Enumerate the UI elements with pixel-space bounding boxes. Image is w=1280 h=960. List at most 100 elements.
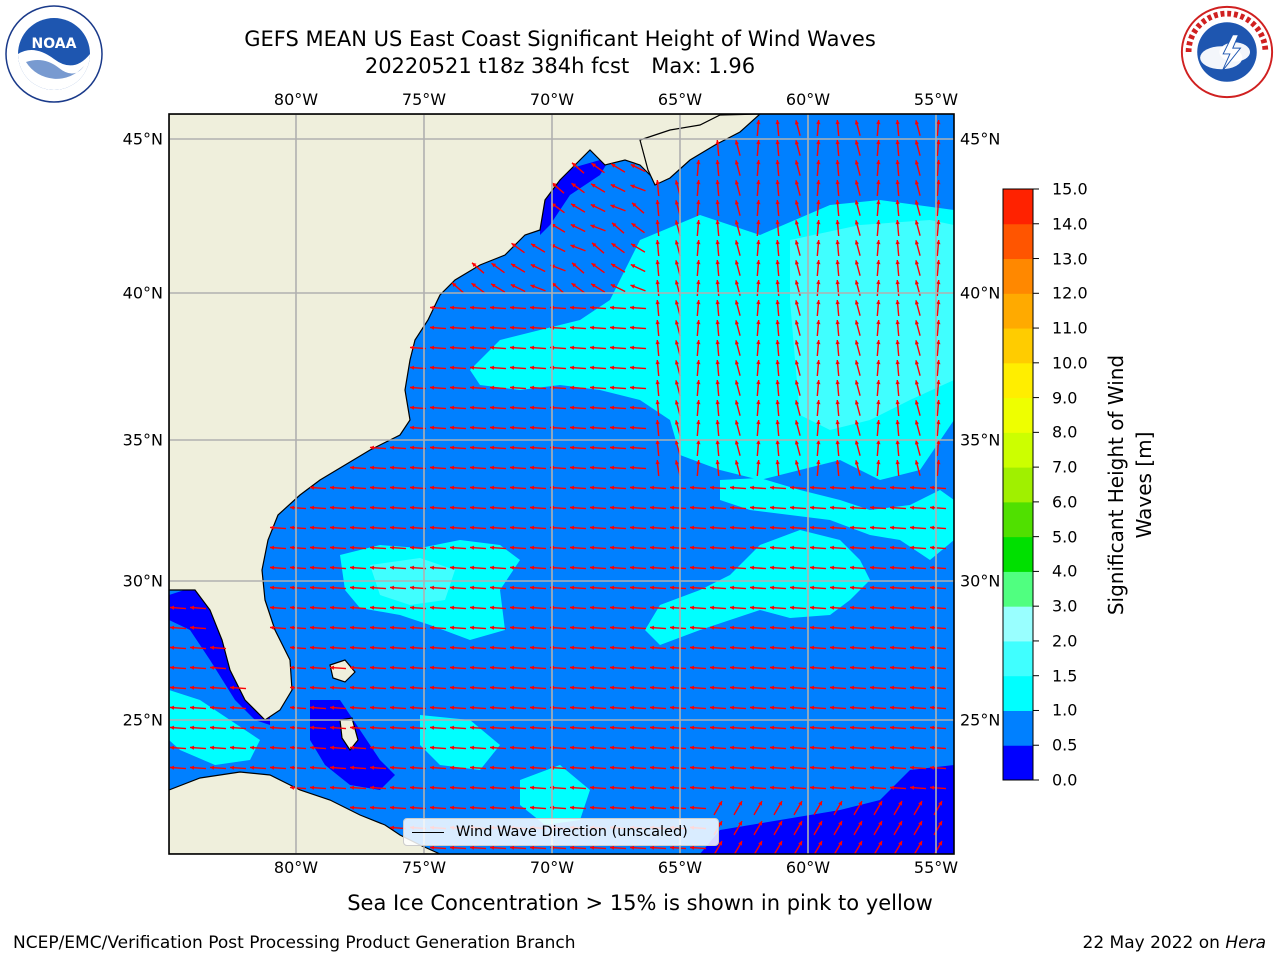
wave-arrow-head: [895, 240, 900, 245]
wave-arrow-head: [330, 625, 335, 630]
wave-arrow-head: [390, 445, 395, 450]
wave-arrow-head: [570, 345, 575, 350]
wave-arrow-head: [310, 685, 315, 690]
wave-arrow-head: [670, 845, 675, 850]
wave-arrow-head: [775, 220, 780, 225]
colorbar-tick-label: 5.0: [1052, 527, 1078, 547]
wave-arrow-head: [674, 300, 679, 305]
wave-arrow-head: [310, 525, 315, 530]
wave-arrow-head: [390, 805, 395, 810]
wave-arrow-head: [552, 282, 557, 287]
footer-machine: Hera: [1225, 933, 1266, 953]
wave-arrow-head: [210, 745, 215, 750]
wave-arrow-head: [870, 725, 875, 730]
wave-arrow-head: [674, 180, 679, 185]
wave-arrow-head: [610, 745, 615, 750]
colorbar-tick-label: 8.0: [1052, 422, 1078, 442]
wave-arrow-head: [936, 160, 941, 165]
wave-arrow-head: [530, 365, 535, 370]
wave-arrow-head: [490, 605, 495, 610]
wave-arrow-head: [450, 465, 455, 470]
coastline-land: [169, 114, 761, 854]
wave-arrow-head: [890, 565, 895, 570]
wave-arrow-head: [570, 725, 575, 730]
wave-arrow-head: [590, 405, 595, 410]
wave-arrow-head: [650, 805, 655, 810]
wave-arrow-head: [690, 845, 695, 850]
wave-arrow-head: [330, 645, 335, 650]
wave-arrow-head: [190, 665, 195, 670]
wave-arrow-head: [734, 300, 739, 305]
wave-arrow-head: [470, 605, 475, 610]
wave-arrow-head: [410, 565, 415, 570]
wave-arrow-head: [810, 705, 815, 710]
wave-arrow-head: [696, 440, 701, 445]
wave-arrow-head: [450, 385, 455, 390]
wave-arrow-head: [734, 180, 739, 185]
wave-arrow-head: [794, 160, 799, 165]
wave-arrow-head: [450, 725, 455, 730]
wave-arrow-head: [936, 180, 941, 185]
noaa-logo-text: NOAA: [32, 36, 77, 52]
wave-arrow-head: [876, 340, 881, 345]
wave-arrow-head: [690, 565, 695, 570]
lat-label-left: 45°N: [122, 129, 163, 149]
wave-arrow-head: [570, 525, 575, 530]
wave-arrow-head: [930, 745, 935, 750]
wave-arrow-head: [770, 705, 775, 710]
wave-arrow-head: [895, 160, 900, 165]
wave-arrow-head: [850, 605, 855, 610]
wave-arrow-head: [818, 801, 822, 806]
wave-arrow-head: [450, 785, 455, 790]
wave-arrow-head: [612, 222, 617, 227]
wave-arrow-head: [910, 665, 915, 670]
wave-arrow-head: [876, 400, 881, 405]
wave-arrow-head: [690, 485, 695, 490]
wave-arrow-head: [250, 745, 255, 750]
wave-arrow-head: [794, 380, 799, 385]
wave-arrow-head: [750, 565, 755, 570]
wave-arrow-head: [531, 243, 536, 248]
wave-arrow-head: [330, 665, 335, 670]
wave-arrow-head: [710, 725, 715, 730]
wave-arrow-head: [876, 200, 881, 205]
wave-arrow-head: [390, 685, 395, 690]
wave-arrow-head: [854, 320, 859, 325]
colorbar-tick-label: 7.0: [1052, 457, 1078, 477]
wave-arrow-head: [630, 445, 635, 450]
wave-arrow-head: [655, 180, 660, 185]
wave-arrow-head: [490, 425, 495, 430]
wave-arrow-head: [756, 180, 761, 185]
wave-arrow-head: [876, 280, 881, 285]
wave-arrow-head: [750, 785, 755, 790]
wave-arrow-head: [610, 545, 615, 550]
wave-arrow-head: [510, 385, 515, 390]
wave-arrow-head: [630, 745, 635, 750]
wave-arrow-head: [450, 405, 455, 410]
wave-arrow-head: [876, 180, 881, 185]
wave-arrow-head: [690, 765, 695, 770]
max-value: Max: 1.96: [651, 54, 756, 78]
wave-arrow-head: [610, 685, 615, 690]
wave-arrow-head: [715, 320, 720, 325]
wave-arrow-head: [830, 505, 835, 510]
wave-arrow-head: [790, 565, 795, 570]
wave-arrow-head: [830, 705, 835, 710]
wave-arrow-head: [750, 765, 755, 770]
wave-arrow-head: [430, 465, 435, 470]
wave-arrow-head: [775, 180, 780, 185]
wave-arrow-head: [270, 725, 275, 730]
wave-arrow-head: [756, 460, 761, 465]
lon-label-bottom: 75°W: [401, 858, 447, 877]
wave-arrow-head: [696, 380, 701, 385]
wave-arrow-head: [611, 163, 616, 168]
colorbar-tick-label: 0.5: [1052, 735, 1078, 755]
wave-arrow-head: [810, 645, 815, 650]
wave-arrow-head: [690, 545, 695, 550]
wave-arrow-head: [850, 725, 855, 730]
wave-arrow-head: [330, 485, 335, 490]
wave-arrow-head: [230, 685, 235, 690]
wave-arrow-head: [430, 805, 435, 810]
wave-arrow-head: [930, 625, 935, 630]
wave-arrow-head: [835, 240, 840, 245]
